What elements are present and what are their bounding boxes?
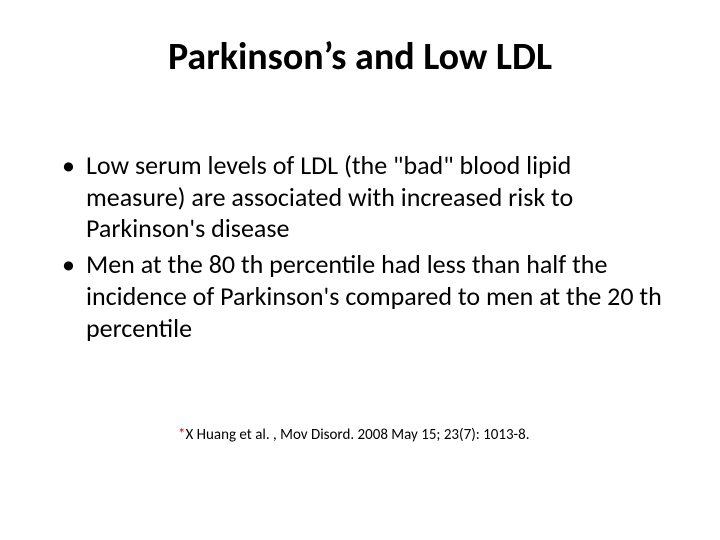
bullet-list: Low serum levels of LDL (the "bad" blood… [58,150,670,344]
slide-title: Parkinson’s and Low LDL [0,34,720,80]
bullet-item: Men at the 80 th percentile had less tha… [58,249,670,344]
bullet-item: Low serum levels of LDL (the "bad" blood… [58,150,670,245]
citation-text: X Huang et al. , Mov Disord. 2008 May 15… [185,426,529,444]
slide: Parkinson’s and Low LDL Low serum levels… [0,0,720,540]
citation: *X Huang et al. , Mov Disord. 2008 May 1… [178,426,678,444]
slide-body: Low serum levels of LDL (the "bad" blood… [58,150,670,348]
